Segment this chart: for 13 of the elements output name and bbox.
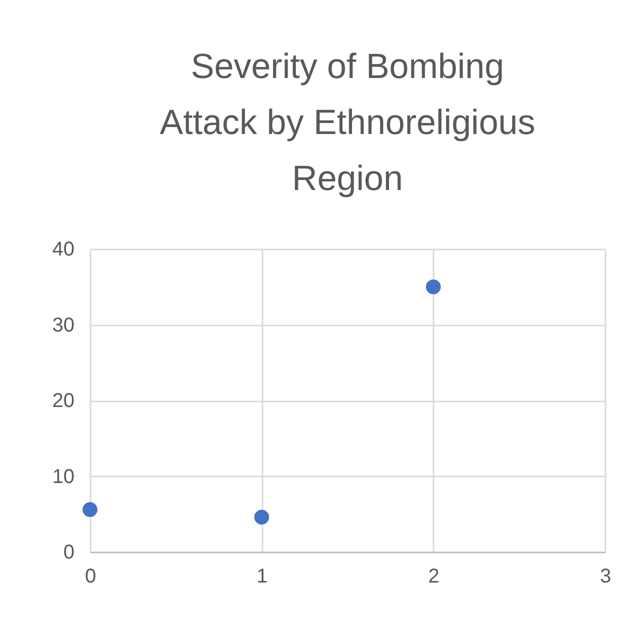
y-tick-label: 30 [52, 314, 74, 336]
chart-title: Severity of Bombing Attack by Ethnoreligious Region [160, 47, 536, 198]
x-tick-label: 3 [600, 566, 612, 588]
x-tick-label: 0 [84, 566, 96, 588]
y-tick-label: 10 [52, 466, 74, 488]
point [426, 279, 441, 294]
y-tick-label: 40 [52, 238, 74, 260]
point [254, 510, 270, 525]
x-tick-label: 2 [428, 566, 440, 588]
y-tick-label: 20 [52, 390, 74, 412]
point [82, 502, 98, 517]
x-tick-label: 1 [256, 566, 268, 588]
y-tick-label: 0 [63, 542, 74, 564]
